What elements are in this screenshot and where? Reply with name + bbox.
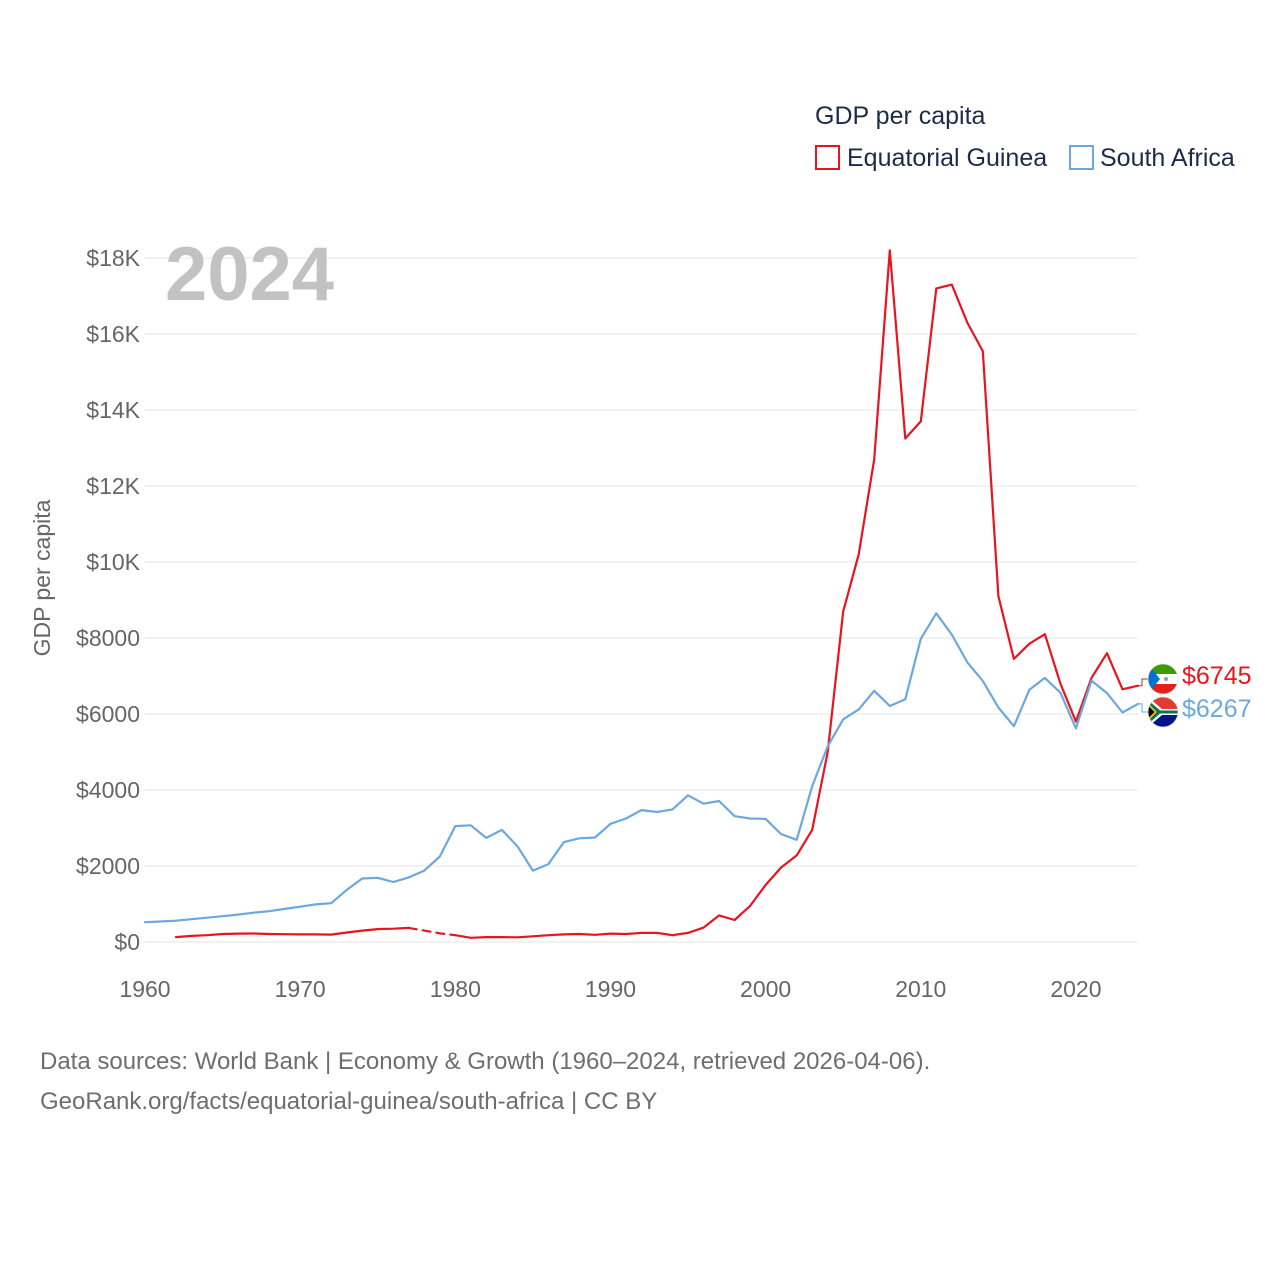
y-tick-label: $10K [86,549,140,575]
legend-swatch-equatorial-guinea [815,145,840,170]
x-tick-label: 1980 [430,976,481,1002]
legend-title: GDP per capita [815,102,986,130]
series-line-south-africa [143,612,1140,924]
x-tick-label: 2010 [895,976,946,1002]
legend-label-south-africa: South Africa [1100,144,1235,172]
end-value-equatorial-guinea: $6745 [1182,662,1252,690]
series-line-equatorial-guinea [407,926,457,937]
footer-attribution: GeoRank.org/facts/equatorial-guinea/sout… [40,1088,658,1115]
y-axis-title: GDP per capita [29,499,55,656]
x-axis: 1960 1970 1980 1990 2000 2010 2020 [119,976,1101,1002]
y-tick-label: $14K [86,397,140,423]
x-tick-label: 2000 [740,976,791,1002]
footer-sources: Data sources: World Bank | Economy & Gro… [40,1048,931,1075]
x-tick-label: 2020 [1050,976,1101,1002]
y-tick-label: $18K [86,245,140,271]
y-axis: $0 $2000 $4000 $6000 $8000 $10K $12K $14K $16K $1… [76,245,141,955]
y-tick-label: $0 [114,929,140,955]
x-tick-label: 1970 [275,976,326,1002]
end-connector-equatorial-guinea [1138,678,1148,687]
y-tick-label: $8000 [76,625,140,651]
end-connector-south-africa [1138,703,1148,713]
legend-label-equatorial-guinea: Equatorial Guinea [847,144,1047,172]
series-line-equatorial-guinea [174,926,410,939]
y-tick-label: $4000 [76,777,140,803]
legend-item-south-africa[interactable]: South Africa [1069,144,1235,172]
y-tick-label: $6000 [76,701,140,727]
south-africa-flag-icon [1147,696,1179,728]
end-labels: $6745 $6267 [1138,662,1252,728]
gridlines [145,257,1138,943]
legend: GDP per capita Equatorial Guinea South A… [815,102,1235,172]
footer: Data sources: World Bank | Economy & Gro… [40,1042,930,1122]
series-lines [143,249,1140,939]
end-value-south-africa: $6267 [1182,695,1252,723]
series-line-equatorial-guinea [454,249,1140,939]
y-tick-label: $16K [86,321,140,347]
x-tick-label: 1960 [119,976,170,1002]
year-badge: 2024 [165,232,334,317]
legend-swatch-south-africa [1069,145,1094,170]
x-tick-label: 1990 [585,976,636,1002]
y-tick-label: $12K [86,473,140,499]
legend-item-equatorial-guinea[interactable]: Equatorial Guinea [815,144,1047,172]
y-tick-label: $2000 [76,853,140,879]
equatorial-guinea-flag-icon [1147,663,1179,695]
